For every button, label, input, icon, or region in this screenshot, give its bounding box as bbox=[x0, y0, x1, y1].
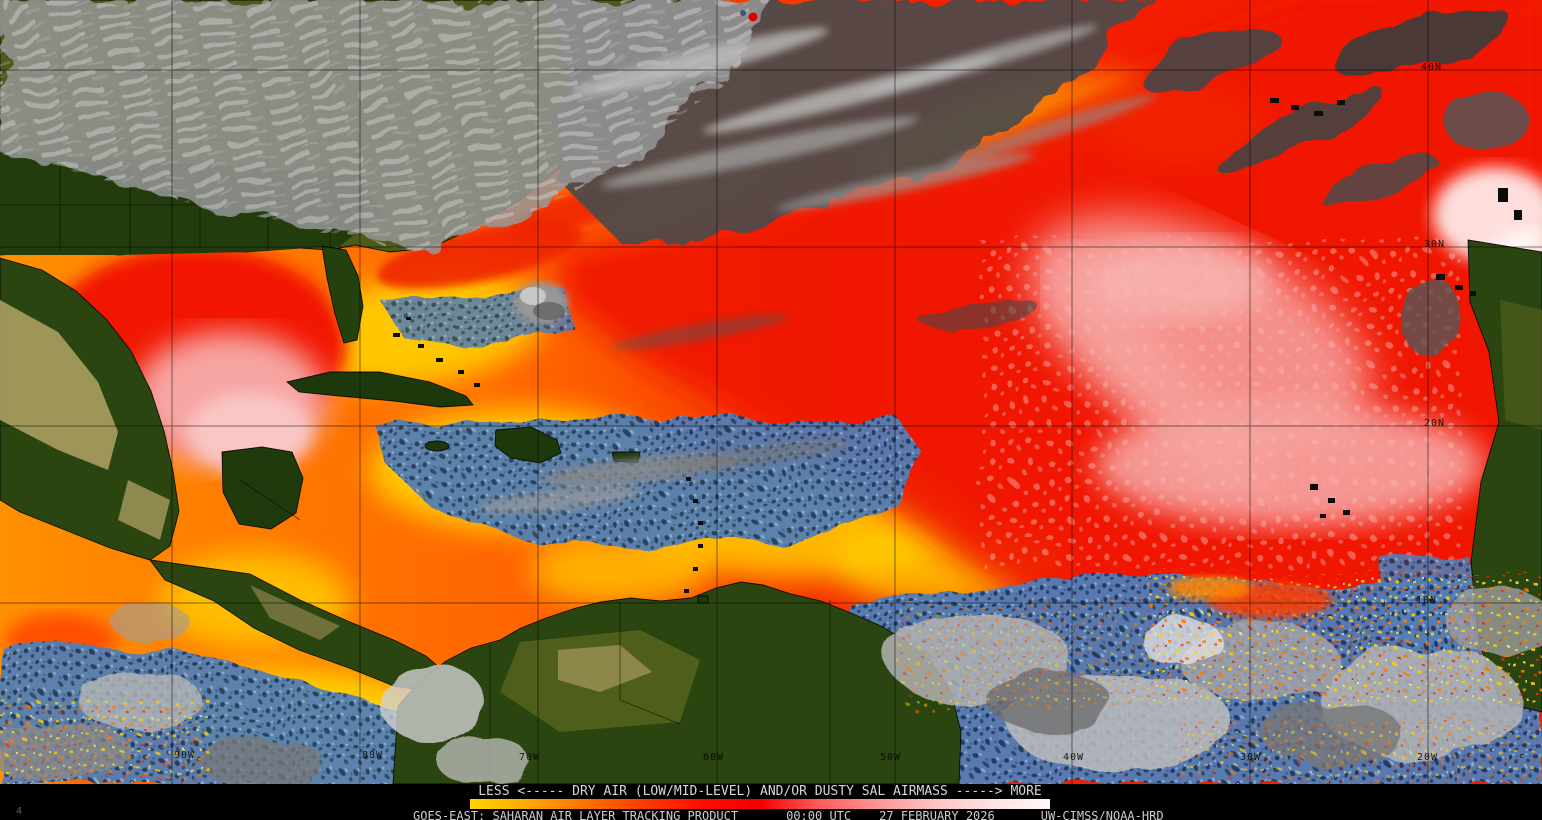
lat-label: 40N bbox=[1421, 62, 1443, 73]
lon-label: 50W bbox=[880, 752, 902, 763]
lon-label: 80W bbox=[362, 750, 384, 761]
frame-number: 4 bbox=[16, 806, 23, 817]
satellite-imagery bbox=[0, 0, 1542, 784]
satellite-map: 40N 30N 20N 10N 90W 80W 70W 60W 50W 40W … bbox=[0, 0, 1542, 784]
product-title: GOES-EAST: SAHARAN AIR LAYER TRACKING PR… bbox=[413, 809, 739, 820]
lon-label: 60W bbox=[703, 752, 725, 763]
product-date: 27 FEBRUARY 2026 bbox=[879, 809, 995, 820]
colorbar-legend-label: LESS <----- DRY AIR (LOW/MID-LEVEL) AND/… bbox=[478, 784, 1042, 799]
lon-label: 90W bbox=[174, 750, 196, 761]
lat-label: 20N bbox=[1424, 418, 1446, 429]
bottom-info-band: 4 LESS <----- DRY AIR (LOW/MID-LEVEL) AN… bbox=[0, 784, 1542, 820]
product-time: 00:00 UTC bbox=[786, 809, 852, 820]
lat-label: 30N bbox=[1424, 239, 1446, 250]
latlon-grid bbox=[0, 0, 1542, 784]
colorbar bbox=[470, 799, 1050, 809]
lon-label: 30W bbox=[1240, 752, 1262, 763]
lat-label: 10N bbox=[1416, 595, 1438, 606]
lon-label: 70W bbox=[519, 752, 541, 763]
product-info-line: GOES-EAST: SAHARAN AIR LAYER TRACKING PR… bbox=[413, 810, 1542, 820]
lon-label: 20W bbox=[1417, 752, 1439, 763]
lon-label: 40W bbox=[1063, 752, 1085, 763]
product-credit: UW-CIMSS/NOAA-HRD bbox=[1040, 809, 1164, 820]
